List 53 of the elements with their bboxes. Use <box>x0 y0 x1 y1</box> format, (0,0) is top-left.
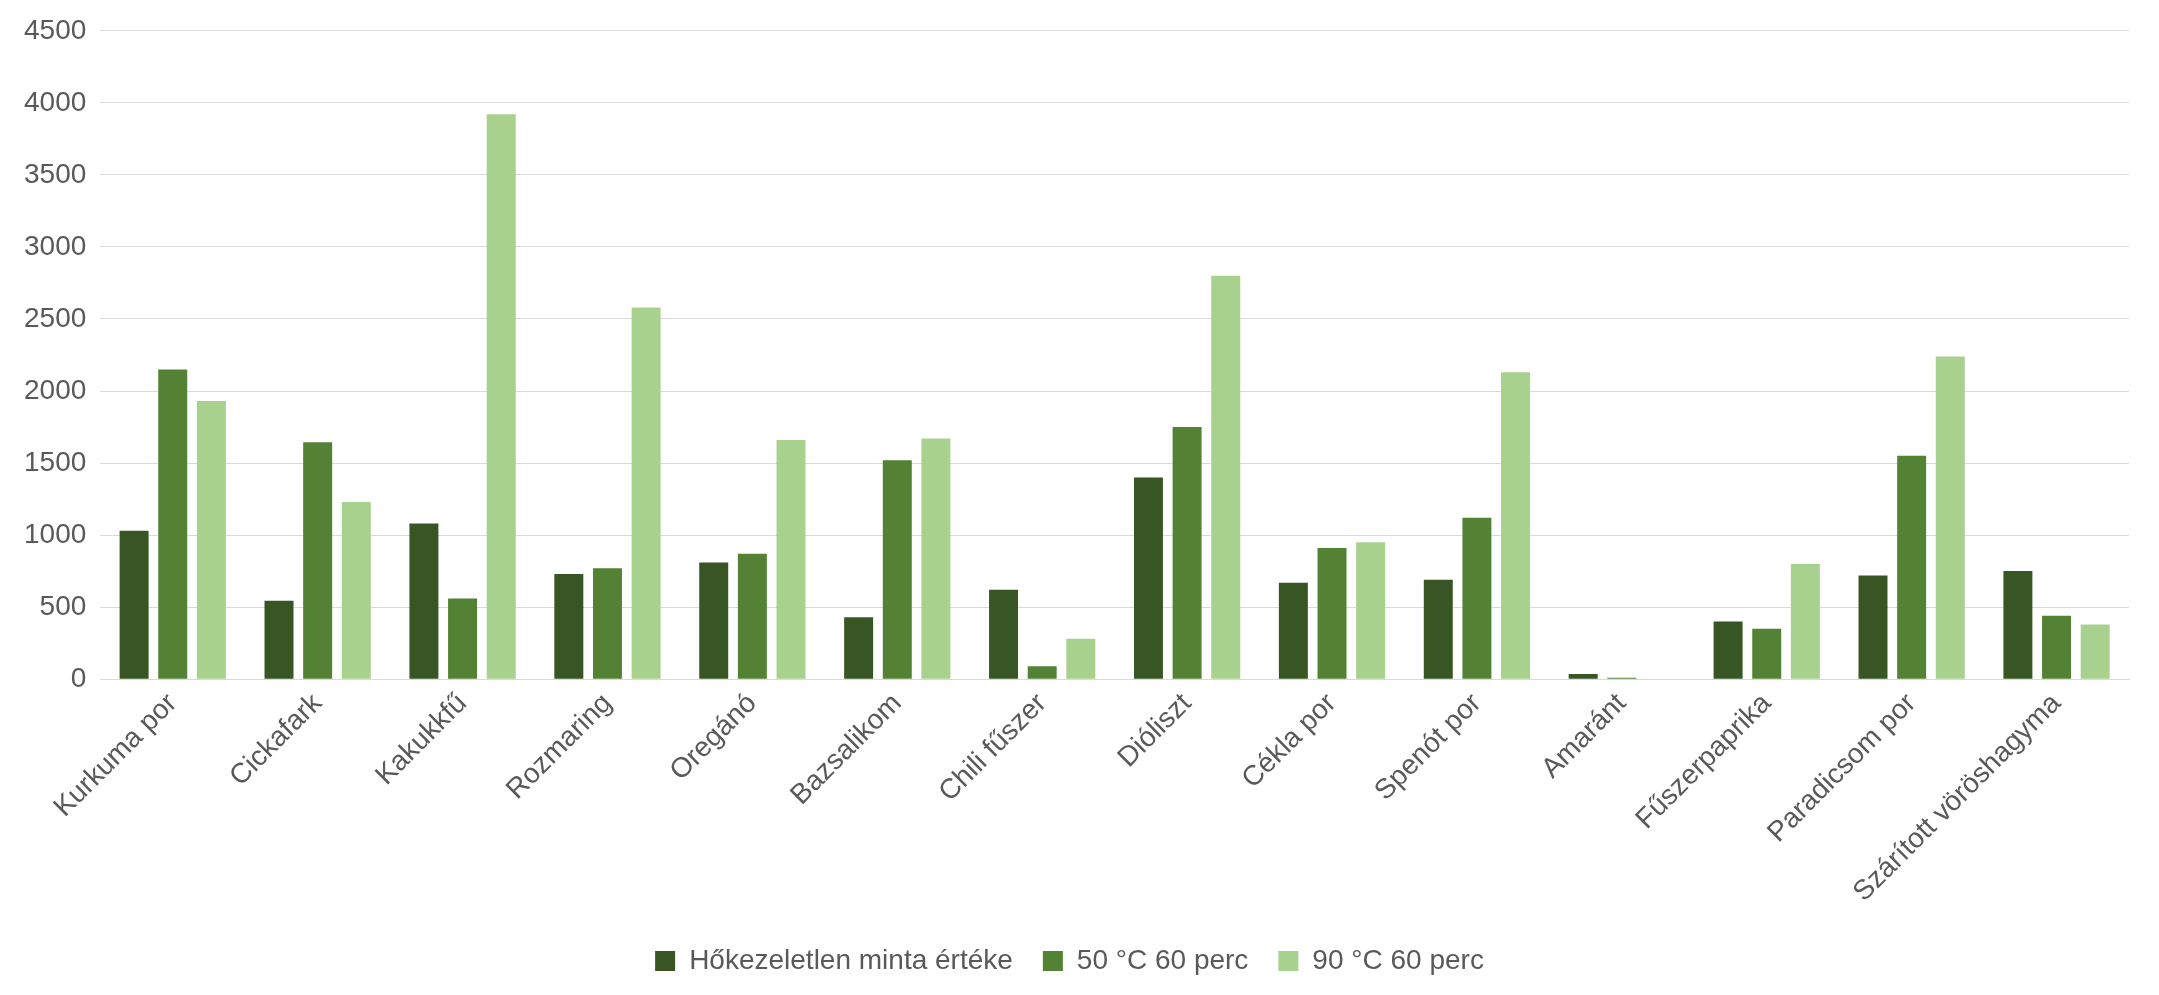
bar <box>631 307 661 679</box>
bar <box>1278 582 1308 679</box>
y-tick-label: 2000 <box>23 373 87 405</box>
bar <box>1317 548 1347 679</box>
bar <box>303 442 333 679</box>
bar <box>341 501 371 679</box>
bar <box>264 600 294 679</box>
legend-label: 50 °C 60 perc <box>1076 943 1249 975</box>
y-tick-label: 0 <box>70 661 87 693</box>
bar <box>882 460 912 679</box>
bar <box>989 589 1019 679</box>
bar <box>1935 356 1965 679</box>
bar <box>554 573 584 679</box>
bar <box>1752 628 1782 679</box>
bar <box>592 568 622 679</box>
bar <box>448 598 478 679</box>
bar <box>1066 638 1096 679</box>
y-tick-label: 4000 <box>23 85 87 117</box>
legend-label: 90 °C 60 perc <box>1312 943 1484 975</box>
bar <box>1858 575 1888 679</box>
legend-label: Hőkezeletlen minta értéke <box>689 943 1013 975</box>
y-tick-label: 3500 <box>23 157 87 189</box>
bar <box>1462 517 1492 679</box>
bar <box>2003 571 2033 679</box>
y-tick-label: 1000 <box>23 517 87 549</box>
bar <box>844 617 874 679</box>
y-tick-label: 1500 <box>23 445 87 477</box>
bar <box>1790 563 1820 679</box>
bar <box>486 114 516 679</box>
y-tick-label: 500 <box>39 589 87 621</box>
bar <box>2080 624 2110 679</box>
bar <box>158 369 188 679</box>
bar <box>119 530 149 679</box>
bar <box>1211 275 1241 679</box>
bar <box>2042 615 2072 679</box>
bar <box>1501 372 1531 679</box>
bar <box>776 439 806 679</box>
bar <box>1897 455 1927 679</box>
bar <box>699 562 729 679</box>
bar <box>1172 427 1202 679</box>
bar <box>921 438 951 679</box>
bar <box>409 523 439 679</box>
bar <box>1568 674 1598 679</box>
y-tick-label: 2500 <box>23 301 87 333</box>
y-tick-label: 4500 <box>23 13 87 45</box>
bar <box>737 553 767 679</box>
y-tick-label: 3000 <box>23 229 87 261</box>
bar <box>1356 542 1386 679</box>
bar <box>1713 621 1743 679</box>
bar <box>1423 579 1453 679</box>
bar <box>1027 666 1057 679</box>
bar <box>196 401 226 679</box>
bar <box>1133 477 1163 679</box>
